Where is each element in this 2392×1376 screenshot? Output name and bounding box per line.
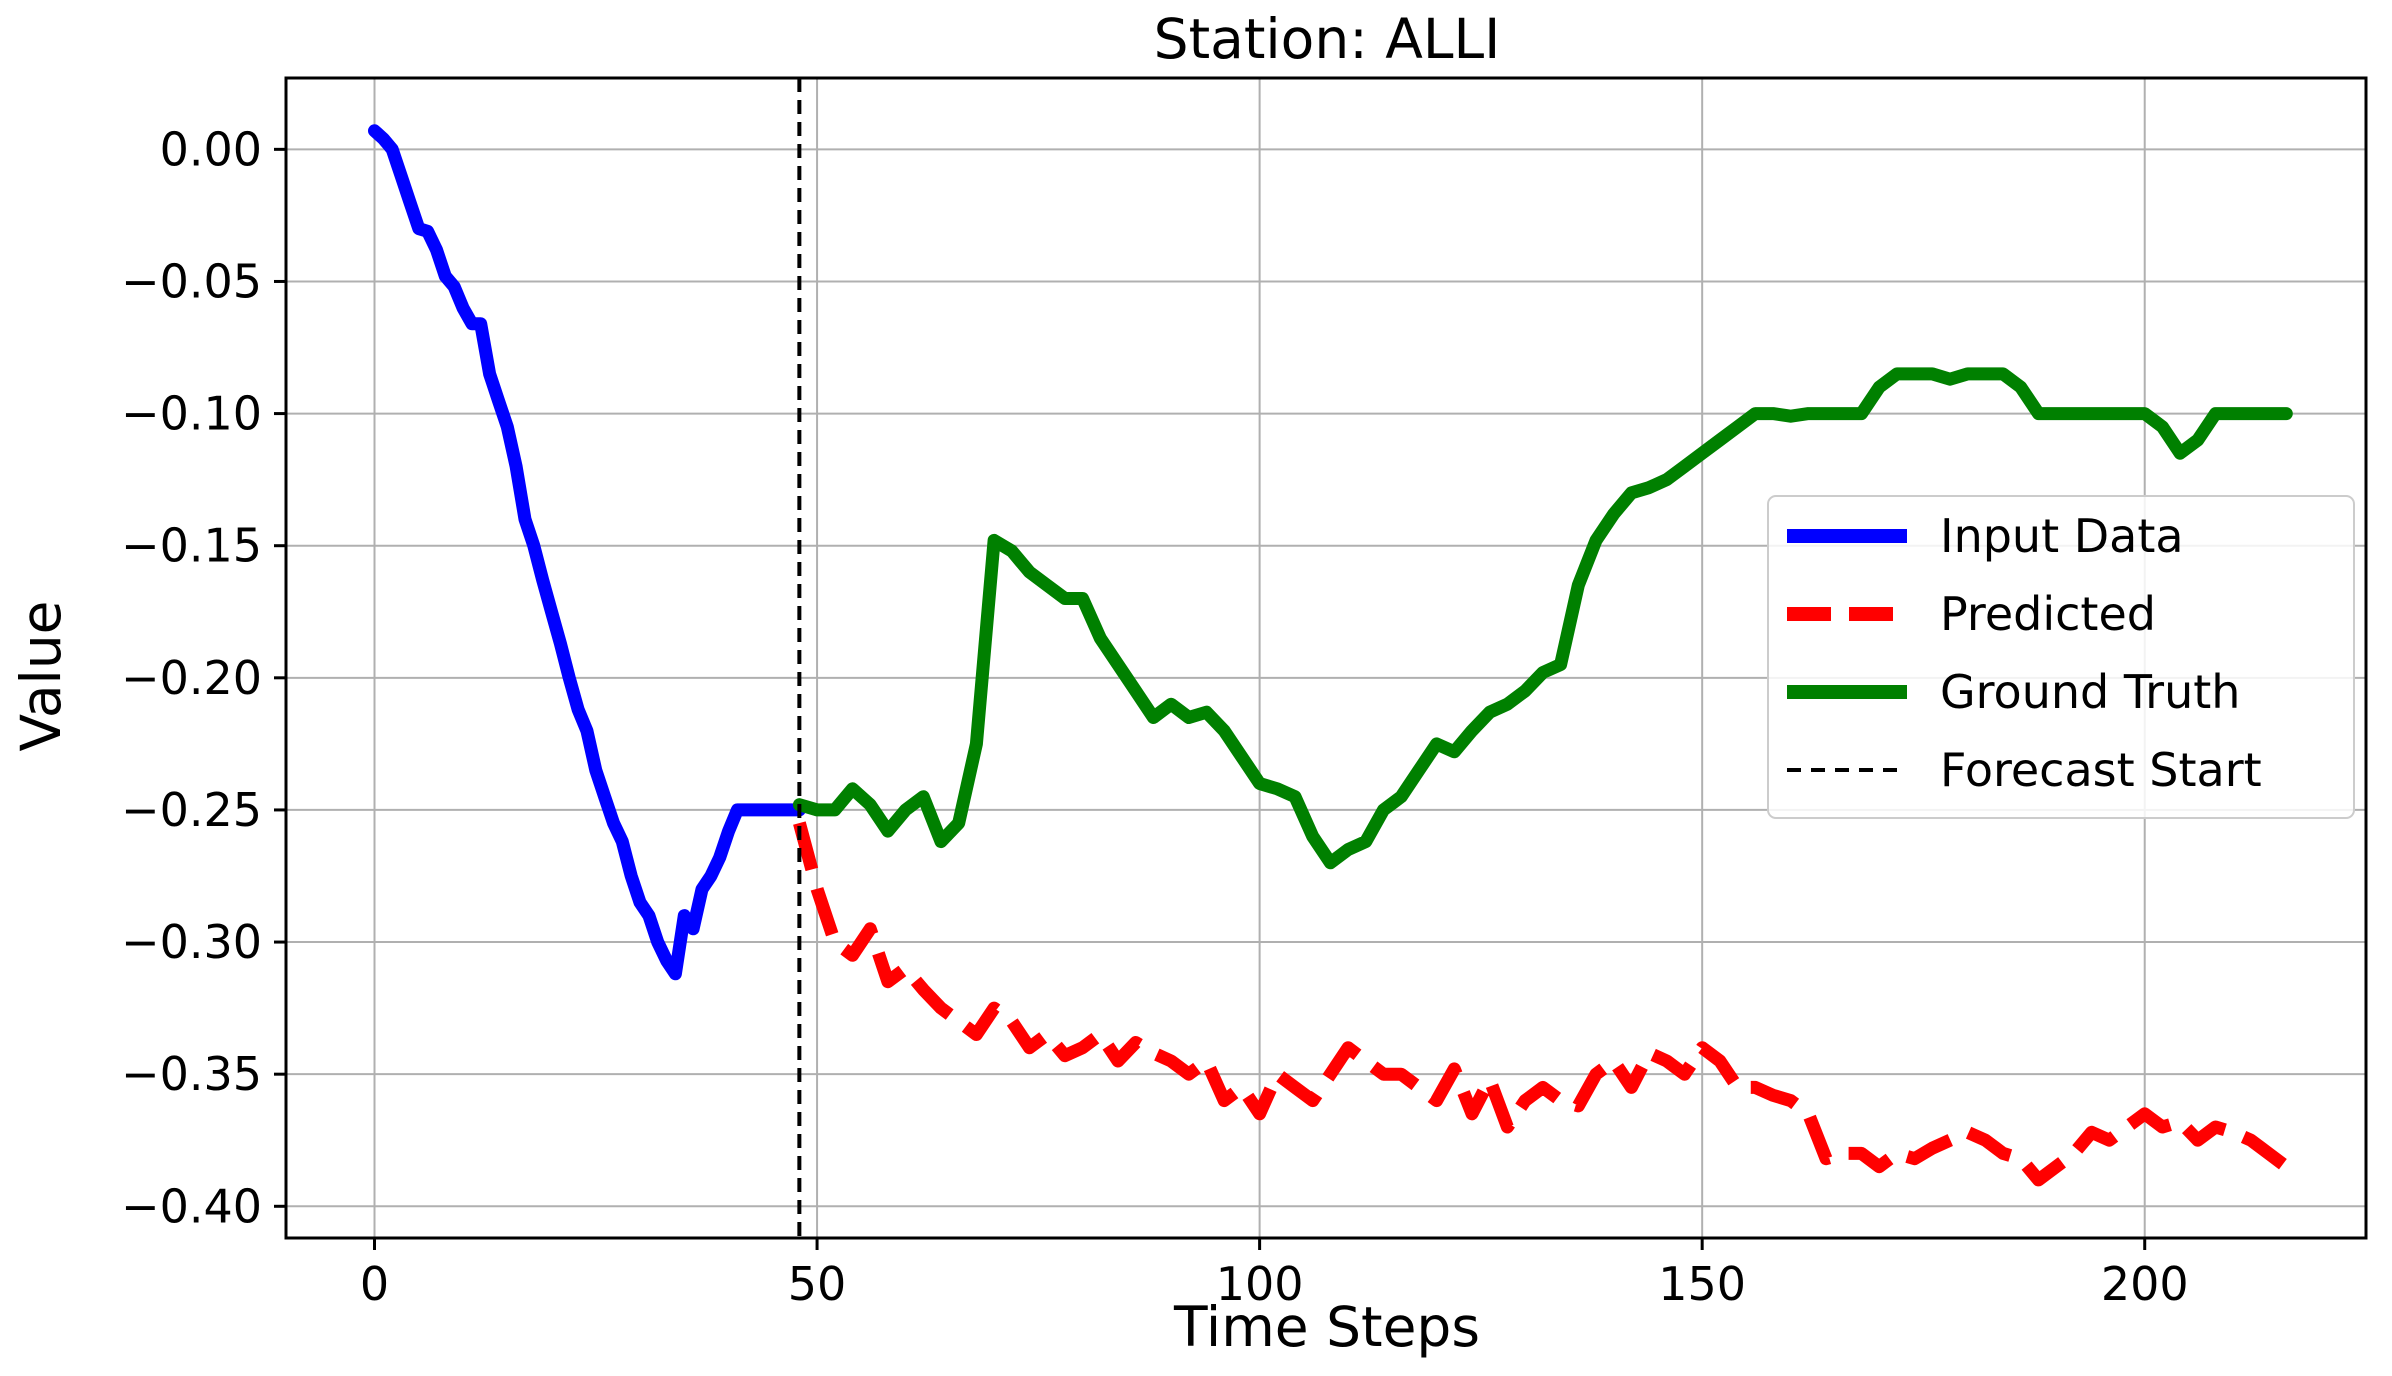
- series-lines: [368, 78, 2293, 1238]
- chart-title: Station: ALLI: [1154, 7, 1501, 71]
- legend-label-ground-truth: Ground Truth: [1940, 665, 2240, 719]
- x-tick-label: 150: [1658, 1257, 1746, 1311]
- x-tick-label: 200: [2101, 1257, 2189, 1311]
- legend-label-forecast-start: Forecast Start: [1940, 743, 2262, 797]
- legend-box: [1767, 495, 2355, 819]
- series-line-ground-truth: [792, 367, 2293, 870]
- y-tick-label: −0.15: [121, 519, 262, 573]
- x-tick-label: 0: [360, 1257, 389, 1311]
- legend-label-input-data: Input Data: [1940, 509, 2184, 563]
- y-tick-label: −0.10: [121, 387, 262, 441]
- legend-label-predicted: Predicted: [1940, 587, 2156, 641]
- y-tick-label: −0.30: [121, 915, 262, 969]
- y-tick-label: −0.35: [121, 1047, 262, 1101]
- x-tick-label: 100: [1216, 1257, 1304, 1311]
- y-tick-label: 0.00: [160, 122, 262, 176]
- series-line-input-data: [368, 124, 806, 981]
- y-axis-label: Value: [9, 600, 73, 751]
- y-tick-label: −0.40: [121, 1179, 262, 1233]
- axes: [274, 76, 2368, 1250]
- tick-labels: 0 50 100 150 200 0.00 −0.05 −0.10 −0.15 −0.20 −0.2…: [121, 122, 2189, 1311]
- series-line-predicted: [793, 821, 2291, 1187]
- legend: Input Data Predicted Ground Truth Foreca…: [1767, 495, 2355, 819]
- y-tick-label: −0.20: [121, 651, 262, 705]
- y-tick-label: −0.25: [121, 783, 262, 837]
- y-tick-label: −0.05: [121, 254, 262, 308]
- x-axis-label: Time Steps: [1173, 1295, 1480, 1359]
- plot-frame: [284, 76, 2368, 1240]
- x-tick-label: 50: [788, 1257, 847, 1311]
